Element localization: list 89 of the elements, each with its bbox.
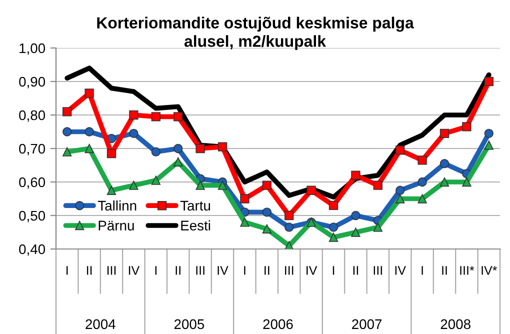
text: 2008 <box>440 319 470 330</box>
point <box>106 186 116 195</box>
text: 2007 <box>352 319 382 330</box>
point <box>418 177 427 187</box>
point <box>328 232 338 242</box>
point <box>240 194 250 204</box>
legend-label: Eesti <box>181 220 210 231</box>
point <box>151 112 160 122</box>
point <box>462 177 472 187</box>
point <box>218 180 228 190</box>
x-tick-label: II <box>264 266 270 275</box>
x-tick-label: III <box>374 266 382 275</box>
point <box>462 122 472 132</box>
point <box>84 127 94 136</box>
point <box>151 147 160 156</box>
point <box>328 200 338 210</box>
x-tick-label: III <box>107 266 116 275</box>
x-tick-label: I <box>155 266 156 275</box>
y-tick-label: 0,60 <box>19 177 46 189</box>
point <box>484 140 494 150</box>
point <box>373 180 382 190</box>
point <box>84 144 94 154</box>
x-tick-label: I <box>332 266 334 275</box>
x-tick-label: IV <box>395 266 406 275</box>
point <box>62 147 72 156</box>
point <box>484 76 494 86</box>
point <box>218 142 228 152</box>
point <box>62 107 72 116</box>
x-tick-label: II <box>353 266 358 275</box>
point <box>373 222 382 232</box>
x-tick-label: II <box>442 266 447 275</box>
text: 2005 <box>174 319 204 330</box>
x-tick-label: III <box>285 266 294 275</box>
point <box>284 222 294 232</box>
point <box>129 180 138 190</box>
point <box>196 180 205 190</box>
y-tick-label: 1,00 <box>20 43 46 55</box>
text: 2006 <box>263 319 293 330</box>
x-tick-label: II <box>176 266 180 275</box>
point <box>262 208 272 217</box>
point <box>440 128 450 138</box>
point <box>262 180 272 190</box>
x-tick-label: IV <box>128 266 140 275</box>
x-tick-label: III* <box>460 266 474 275</box>
point <box>284 210 294 220</box>
x-tick-label: IV <box>306 266 318 275</box>
point <box>129 128 138 138</box>
point <box>351 170 360 180</box>
y-tick-label: 0,90 <box>19 76 46 88</box>
legend-label: Tartu <box>180 200 210 211</box>
x-tick-label: I <box>244 266 246 275</box>
point <box>174 112 183 122</box>
x-tick-label: I <box>422 266 423 275</box>
x-tick-label: II <box>86 266 92 275</box>
y-tick-label: 0,50 <box>19 210 46 222</box>
point <box>328 222 338 232</box>
point <box>84 88 94 98</box>
x-tick-label: IV <box>218 266 228 275</box>
line-series <box>64 66 492 200</box>
x-tick-label: IV* <box>482 266 498 275</box>
point <box>440 177 450 187</box>
x-tick-label: I <box>66 266 68 275</box>
x-tick-label: III <box>196 266 204 275</box>
point <box>418 156 427 165</box>
y-tick-label: 0,70 <box>19 144 46 156</box>
point <box>396 186 405 195</box>
y-tick-label: 0,40 <box>19 244 46 256</box>
point <box>129 110 138 120</box>
point <box>484 128 494 138</box>
point <box>62 127 72 136</box>
point <box>174 157 183 166</box>
point <box>240 218 250 227</box>
legend-label: Tallinn <box>98 200 136 211</box>
point <box>351 210 360 220</box>
point <box>306 186 316 195</box>
y-tick-label: 0,80 <box>19 110 46 122</box>
point <box>106 148 116 158</box>
chart-title: Korteriomandite ostujõud keskmise palga alusel, m2/kuupalk <box>97 16 414 50</box>
point <box>196 144 205 154</box>
point <box>440 158 450 168</box>
text: 2004 <box>86 319 116 330</box>
point <box>174 144 183 154</box>
point <box>262 224 272 234</box>
point <box>396 194 405 204</box>
point <box>396 146 405 155</box>
point <box>418 194 427 204</box>
point <box>351 228 360 237</box>
point <box>151 176 160 185</box>
legend-label: Pärnu <box>98 220 134 231</box>
